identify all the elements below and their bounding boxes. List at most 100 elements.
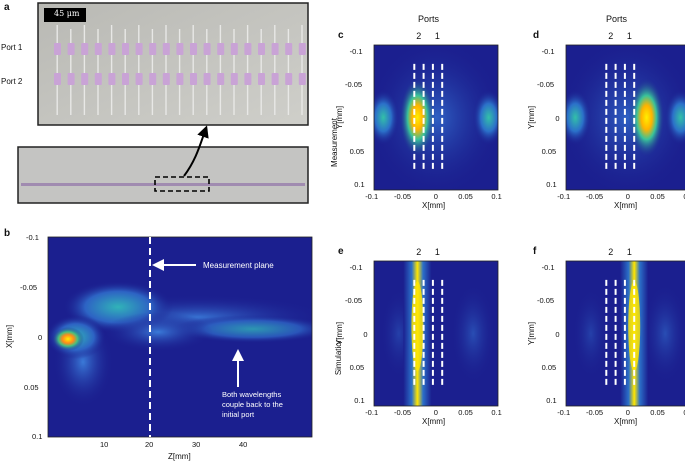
xtick-e-1: -0.05: [394, 408, 412, 417]
xtick-d-2: 0: [625, 192, 630, 201]
waveguide-pad: [285, 43, 293, 55]
waveguide-line: [70, 29, 72, 115]
heatmap-f: [565, 260, 685, 407]
waveguide-pad: [162, 43, 170, 55]
xtick-e-3: 0.05: [458, 408, 473, 417]
panel-label-a: a: [4, 2, 10, 13]
port-number-1: 1: [434, 31, 440, 41]
waveguide-line: [178, 29, 181, 115]
ytick-e-3: 0.05: [349, 362, 365, 372]
port-number-2: 2: [416, 31, 422, 41]
heatmap-c: [373, 44, 499, 191]
microscope-image-zoom: [37, 2, 309, 126]
scale-bar-box: [44, 8, 86, 22]
waveguide-pad: [271, 43, 279, 55]
waveguide-line: [219, 25, 222, 115]
panel-label-d: d: [533, 30, 540, 41]
waveguide-pad: [122, 73, 129, 85]
b-xtick-1: 20: [145, 440, 154, 449]
waveguide-pad: [108, 43, 116, 55]
port-number-2: 2: [608, 247, 614, 257]
waveguide-line: [233, 29, 235, 115]
panel-label-b: b: [4, 228, 11, 239]
waveguide-pad: [108, 73, 116, 85]
ytick-f-2: 0: [555, 329, 560, 339]
waveguide-array: [54, 25, 306, 115]
waveguide-pad: [122, 43, 129, 55]
xtick-e-0: -0.1: [365, 408, 379, 417]
ytick-d-3: 0.05: [541, 146, 557, 156]
xtick-d-3: 0.05: [650, 192, 665, 201]
waveguide-pad: [67, 43, 75, 55]
waveguide-line: [124, 29, 126, 115]
waveguide-pad: [162, 73, 170, 85]
waveguide-pad: [203, 73, 211, 85]
waveguide-pad: [230, 73, 238, 85]
waveguide-line: [56, 25, 58, 115]
panel-label-e: e: [338, 246, 344, 257]
waveguide-pad: [190, 43, 197, 55]
b-ylabel: X[mm]: [5, 324, 15, 349]
port-number-2: 2: [608, 31, 614, 41]
waveguide-pad: [298, 73, 306, 85]
annot-measurement-plane: Measurement plane: [203, 261, 274, 270]
ports-title-d: Ports: [606, 14, 628, 24]
b-ytick-0: -0.1: [26, 233, 39, 242]
xtick-c-4: 0.1: [491, 192, 502, 201]
waveguide-line: [97, 29, 99, 115]
waveguide-pad: [271, 73, 279, 85]
waveguide-pad: [190, 73, 197, 85]
b-ytick-4: 0.1: [32, 432, 43, 441]
panel-label-c: c: [338, 30, 344, 41]
port1-label: Port 1: [1, 43, 23, 52]
waveguide-line: [246, 25, 249, 115]
xlabel-f: X[mm]: [614, 417, 638, 426]
ytick-c-0: -0.1: [349, 46, 363, 56]
ylabel-c: Y[mm]: [335, 105, 345, 129]
ytick-d-2: 0: [555, 113, 560, 123]
heatmap-e: [373, 260, 499, 407]
waveguide-pad: [54, 73, 61, 85]
ytick-f-3: 0.05: [541, 362, 557, 372]
xtick-f-1: -0.05: [586, 408, 604, 417]
ytick-d-0: -0.1: [541, 46, 555, 56]
heatmap-d: [565, 44, 685, 191]
waveguide-pad: [285, 73, 293, 85]
waveguide-pad: [176, 43, 184, 55]
ytick-e-2: 0: [363, 329, 368, 339]
ylabel-e: Y[mm]: [335, 321, 345, 345]
waveguide-pad: [176, 73, 184, 85]
annot-couple-1: Both wavelengths: [222, 390, 282, 399]
ylabel-d: Y[mm]: [527, 105, 537, 129]
port-number-2: 2: [416, 247, 422, 257]
waveguide-line: [287, 29, 290, 115]
waveguide-line: [151, 29, 154, 115]
waveguide-pad: [135, 43, 143, 55]
zoom-box: [154, 176, 210, 192]
ytick-f-1: -0.05: [537, 296, 555, 306]
xtick-c-0: -0.1: [365, 192, 379, 201]
ytick-e-0: -0.1: [349, 262, 363, 272]
ytick-f-4: 0.1: [546, 396, 557, 406]
xtick-f-4: 0.1: [683, 408, 685, 417]
ytick-c-2: 0: [363, 113, 368, 123]
waveguide-pad: [81, 73, 89, 85]
waveguide-pad: [217, 73, 225, 85]
xtick-f-2: 0: [625, 408, 630, 417]
waveguide-pad: [298, 43, 306, 55]
propagation-heatmap: [47, 236, 313, 438]
b-xlabel: Z[mm]: [168, 452, 191, 461]
xlabel-e: X[mm]: [422, 417, 446, 426]
waveguide-pad: [217, 43, 225, 55]
xtick-e-2: 0: [433, 408, 438, 417]
b-xtick-2: 30: [192, 440, 201, 449]
waveguide-pad: [81, 43, 89, 55]
ports-title-c: Ports: [418, 14, 440, 24]
b-xtick-3: 40: [239, 440, 248, 449]
xtick-c-1: -0.05: [394, 192, 412, 201]
waveguide-pad: [258, 73, 265, 85]
b-ytick-1: -0.05: [20, 283, 38, 292]
waveguide-line: [260, 29, 262, 115]
port2-label: Port 2: [1, 77, 23, 86]
port-number-1: 1: [626, 31, 632, 41]
